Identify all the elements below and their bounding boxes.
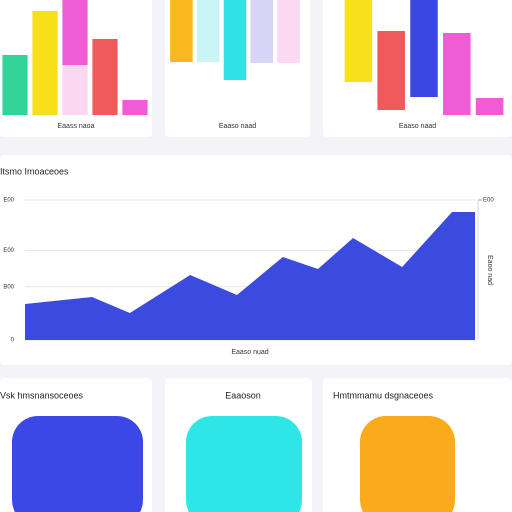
- bar: [170, 0, 193, 62]
- panel-label: Eaass naoa: [58, 123, 95, 130]
- bar: [377, 31, 405, 110]
- area: [25, 212, 475, 340]
- tile-title: Hmtmmamu dsgnaceoes: [333, 390, 434, 400]
- chart-title: Itsmo Imoaceoes: [0, 166, 69, 176]
- bar: [277, 0, 300, 63]
- y2-axis-label: Eaoo nad: [486, 255, 493, 285]
- y-tick-label: E00: [3, 248, 14, 254]
- tile-title: Eaaoson: [225, 390, 261, 400]
- bar: [92, 39, 118, 115]
- bar: [196, 0, 220, 62]
- bar: [32, 11, 58, 115]
- bar: [475, 98, 504, 115]
- tile-shape: [360, 416, 455, 512]
- tile-title: Vsk hmsnansoceoes: [0, 390, 84, 400]
- bar: [443, 33, 471, 115]
- tile-shape: [12, 416, 143, 512]
- bar: [410, 0, 438, 97]
- panel-label: Eaaso naad: [399, 123, 436, 130]
- bar: [2, 55, 28, 115]
- panel-label: Eaaso naad: [219, 123, 256, 130]
- bar: [62, 0, 88, 65]
- y2-tick-label: E00: [483, 198, 494, 204]
- bar: [250, 0, 274, 63]
- y-tick-label: E00: [3, 198, 14, 204]
- bar: [122, 100, 148, 115]
- x-axis-label: Eaaso nuad: [231, 349, 268, 356]
- bar: [344, 0, 373, 82]
- tile-shape: [186, 416, 302, 512]
- bar: [223, 0, 247, 80]
- bar: [62, 65, 88, 115]
- y-tick-label: B00: [3, 284, 14, 290]
- y-tick-label: 0: [11, 338, 15, 344]
